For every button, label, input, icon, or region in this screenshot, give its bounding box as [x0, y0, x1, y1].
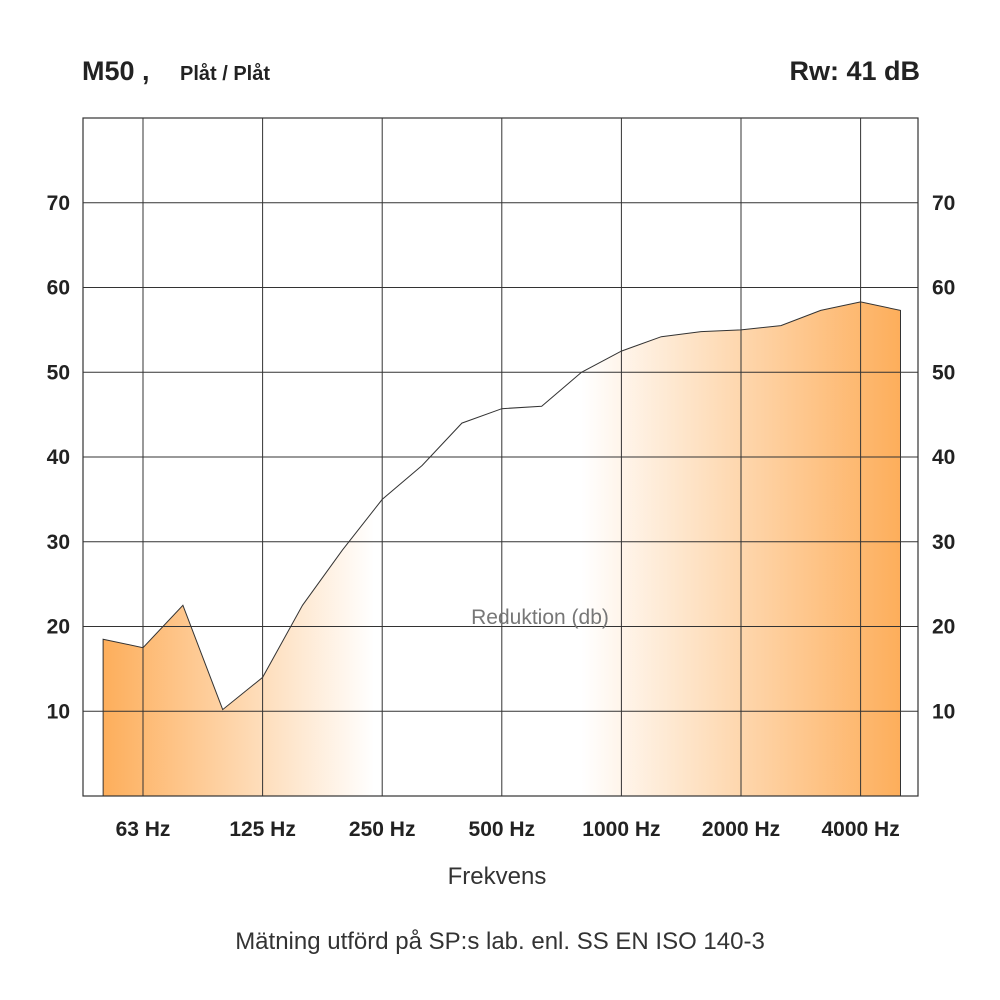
x-tick-label: 4000 Hz: [821, 818, 899, 841]
y-tick-label-right: 30: [932, 531, 955, 554]
plot-area: 10 10 20 20 30 30 40 40 50 50 60 60 70 70 63 Hz 125 Hz 2…: [47, 117, 955, 841]
x-axis-label: Frekvens: [448, 863, 547, 890]
chart-title: M50 , Plåt / Plåt: [82, 56, 270, 87]
y-tick-label-right: 20: [932, 616, 955, 639]
y-tick-label-left: 60: [47, 277, 70, 300]
x-tick-label: 1000 Hz: [582, 818, 660, 841]
y-tick-label-left: 40: [47, 446, 70, 469]
product-name: M50 ,: [82, 56, 150, 86]
x-tick-label: 250 Hz: [349, 818, 416, 841]
y-tick-label-right: 40: [932, 446, 955, 469]
product-variant: Plåt / Plåt: [179, 63, 271, 85]
y-tick-label-right: 10: [932, 700, 955, 723]
y-tick-label-right: 70: [932, 192, 955, 215]
x-tick-label: 63 Hz: [116, 818, 171, 841]
area-annotation: Reduktion (db): [471, 606, 609, 629]
y-tick-label-left: 70: [47, 192, 70, 215]
y-tick-label-left: 50: [47, 361, 70, 384]
y-tick-label-right: 50: [932, 361, 955, 384]
plot-frame: [82, 117, 919, 797]
x-tick-label: 125 Hz: [229, 818, 296, 841]
y-tick-label-left: 30: [47, 531, 70, 554]
y-tick-label-left: 20: [47, 616, 70, 639]
rating-label: Rw: 41 dB: [789, 56, 920, 86]
x-tick-label: 500 Hz: [469, 818, 536, 841]
x-tick-label: 2000 Hz: [702, 818, 780, 841]
y-tick-label-left: 10: [47, 700, 70, 723]
measurement-note: Mätning utförd på SP:s lab. enl. SS EN I…: [235, 928, 765, 955]
y-tick-label-right: 60: [932, 277, 955, 300]
